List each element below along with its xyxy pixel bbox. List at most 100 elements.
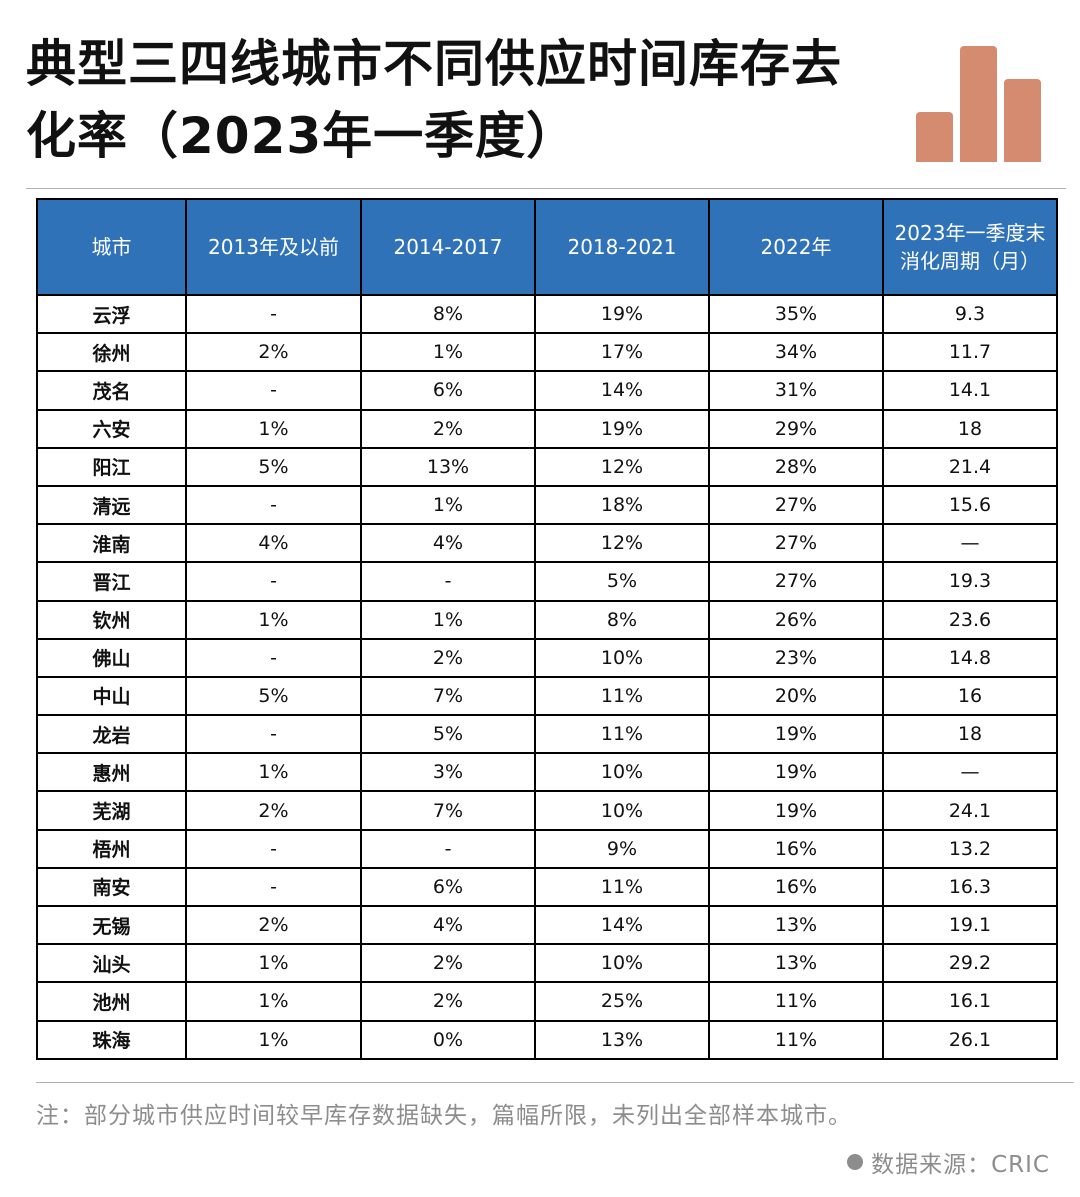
value-cell: 2% (185, 332, 362, 373)
table-row: 龙岩 -5% 11% 19% 18 (36, 714, 1058, 755)
city-cell: 惠州 (36, 752, 187, 793)
value-cell: 0% (360, 1019, 536, 1061)
value-cell: 16% (708, 828, 884, 869)
table-row: 六安 1% 2% 19% 29% 18 (36, 408, 1058, 449)
value-cell: 26% (708, 599, 884, 640)
value-cell: 13% (708, 943, 884, 984)
value-cell: - (185, 561, 362, 602)
value-cell: - (185, 828, 362, 869)
value-cell: 5% (185, 446, 362, 487)
value-cell: 1% (185, 1019, 362, 1061)
value-cell: 11% (534, 714, 710, 755)
value-cell: 16% (708, 866, 884, 908)
value-cell: 4% (360, 523, 536, 564)
column-header-label: 2023年一季度末消化周期（月） (894, 221, 1046, 273)
value-cell: 16 (882, 675, 1058, 717)
city-cell: 云浮 (36, 293, 187, 335)
value-cell: 1% (360, 332, 536, 373)
city-cell: 池州 (36, 981, 187, 1022)
value-cell: 11% (534, 866, 710, 908)
value-cell: — (882, 523, 1058, 564)
column-header: 2013年及以前 (185, 198, 362, 296)
value-cell: 9.3 (882, 293, 1058, 335)
value-cell: 11.7 (882, 332, 1058, 373)
column-header: 城市 (36, 198, 187, 296)
value-cell: 14% (534, 370, 710, 411)
table-row: 中山 5% 7% 11% 20% 16 (36, 675, 1058, 717)
value-cell: 18 (882, 714, 1058, 755)
value-cell: 26.1 (882, 1019, 1058, 1061)
city-cell: 淮南 (36, 523, 187, 564)
value-cell: 19% (708, 752, 884, 793)
value-cell: 8% (534, 599, 710, 640)
value-cell: - (185, 714, 362, 755)
table-row: 惠州 1% 3% 10% 19% — (36, 752, 1058, 793)
value-cell: 13.2 (882, 828, 1058, 869)
table-row: 钦州 1% 1% 8% 26% 23.6 (36, 599, 1058, 640)
table-row: 晋江 - -5% 27% 19.3 (36, 561, 1058, 602)
value-cell: 2% (185, 904, 362, 946)
data-table: 城市 2013年及以前 2014-2017 2018-2021 2022年 20… (36, 198, 1058, 1061)
value-cell: 27% (708, 523, 884, 564)
value-cell: 21.4 (882, 446, 1058, 487)
column-header: 2014-2017 (360, 198, 536, 296)
value-cell: - (185, 637, 362, 678)
value-cell: 1% (185, 599, 362, 640)
table-row: 阳江 5% 13% 12% 28% 21.4 (36, 446, 1058, 487)
logo-bar-2 (960, 46, 997, 162)
value-cell: - (185, 484, 362, 526)
city-cell: 阳江 (36, 446, 187, 487)
city-cell: 佛山 (36, 637, 187, 678)
table-row: 南安 -6% 11% 16% 16.3 (36, 866, 1058, 908)
value-cell: 28% (708, 446, 884, 487)
value-cell: 15.6 (882, 484, 1058, 526)
value-cell: 13% (708, 904, 884, 946)
value-cell: - (185, 293, 362, 335)
table-row: 佛山 -2% 10% 23% 14.8 (36, 637, 1058, 678)
value-cell: 1% (360, 599, 536, 640)
value-cell: 11% (708, 1019, 884, 1061)
value-cell: 13% (360, 446, 536, 487)
city-cell: 茂名 (36, 370, 187, 411)
table-row: 清远 -1% 18% 27% 15.6 (36, 484, 1058, 526)
value-cell: 7% (360, 790, 536, 831)
column-header: 2022年 (708, 198, 884, 296)
city-cell: 芜湖 (36, 790, 187, 831)
footnote: 注：部分城市供应时间较早库存数据缺失，篇幅所限，未列出全部样本城市。 (36, 1103, 852, 1129)
value-cell: 12% (534, 523, 710, 564)
value-cell: 6% (360, 866, 536, 908)
column-header: 2018-2021 (534, 198, 710, 296)
value-cell: - (185, 866, 362, 908)
value-cell: 12% (534, 446, 710, 487)
table-row: 云浮 -8% 19% 35% 9.3 (36, 293, 1058, 335)
value-cell: 3% (360, 752, 536, 793)
value-cell: 19% (534, 293, 710, 335)
value-cell: 1% (185, 981, 362, 1022)
value-cell: 1% (185, 752, 362, 793)
city-cell: 晋江 (36, 561, 187, 602)
value-cell: 35% (708, 293, 884, 335)
value-cell: 19.1 (882, 904, 1058, 946)
city-cell: 清远 (36, 484, 187, 526)
table-row: 茂名 -6% 14% 31% 14.1 (36, 370, 1058, 411)
value-cell: 25% (534, 981, 710, 1022)
table-row: 珠海 1% 0% 13% 11% 26.1 (36, 1019, 1058, 1061)
table-row: 池州 1% 2% 25% 11% 16.1 (36, 981, 1058, 1022)
logo-bar-3 (1004, 79, 1041, 162)
value-cell: 5% (360, 714, 536, 755)
value-cell: 10% (534, 790, 710, 831)
value-cell: 10% (534, 637, 710, 678)
source-line: 数据来源：CRIC (847, 1145, 1050, 1179)
table-row: 徐州 2% 1% 17% 34% 11.7 (36, 332, 1058, 373)
value-cell: 18% (534, 484, 710, 526)
value-cell: 7% (360, 675, 536, 717)
value-cell: 19% (708, 790, 884, 831)
value-cell: 5% (185, 675, 362, 717)
logo-bar-1 (916, 112, 953, 162)
city-cell: 无锡 (36, 904, 187, 946)
table-header-row: 城市 2013年及以前 2014-2017 2018-2021 2022年 20… (36, 198, 1058, 296)
value-cell: 9% (534, 828, 710, 869)
value-cell: - (360, 561, 536, 602)
value-cell: 2% (360, 408, 536, 449)
value-cell: 29% (708, 408, 884, 449)
